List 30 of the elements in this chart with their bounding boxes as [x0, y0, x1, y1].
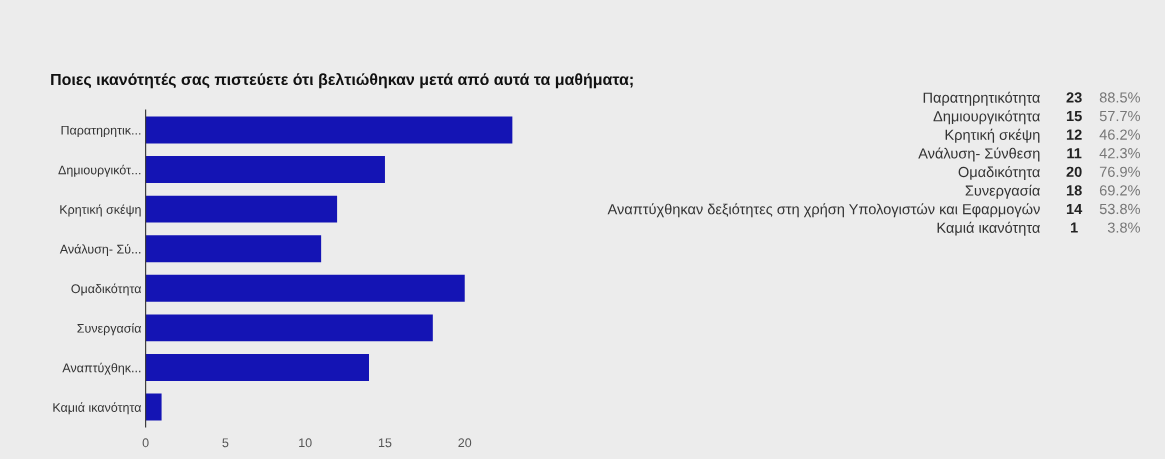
text: Καμιά ικανότητα 1 3.8%	[937, 221, 1141, 236]
x-tick-label: 5	[222, 438, 229, 448]
bar	[145, 116, 513, 144]
y-tick-label: Δημιουργικότ...	[58, 164, 141, 177]
bar	[145, 393, 162, 421]
y-tick-label: Ομαδικότητα	[71, 283, 142, 296]
x-tick-label: 20	[458, 438, 472, 448]
text: Αναπτύχθηκαν δεξιότητες στη χρήση Υπολογιστών και Εφαρμογών 14 53.8%	[607, 203, 1141, 218]
bar	[145, 195, 338, 223]
text: Ομαδικότητα 20 76.9%	[958, 166, 1141, 181]
text: Δημιουργικότητα 15 57.7%	[933, 110, 1141, 125]
y-tick-label: Συνεργασία	[77, 323, 142, 336]
bar	[145, 156, 385, 183]
y-tick-label: Αναπτύχθηκ...	[62, 362, 141, 375]
bar	[145, 274, 465, 302]
x-tick-label: 0	[142, 438, 149, 448]
y-tick-label: Καμιά ικανότητα	[53, 402, 142, 415]
bar	[145, 354, 369, 381]
text: Παρατηρητικότητα 23 88.5%	[923, 91, 1141, 106]
x-tick-label: 10	[299, 438, 312, 448]
y-tick-label: Ανάλυση- Σύ...	[59, 244, 141, 257]
x-tick-label: 15	[378, 438, 392, 448]
chart-title: Ποιες ικανότητές σας πιστεύετε ότι βελτιώθηκαν μετά από αυτά τα μαθήματα;	[51, 72, 633, 89]
text: Συνεργασία 18 69.2%	[965, 184, 1141, 199]
y-tick-label: Παρατηρητικ...	[61, 125, 141, 138]
bar	[145, 235, 322, 263]
text: Ανάλυση- Σύνθεση 11 42.3%	[918, 147, 1141, 162]
y-tick-label: Κρητική σκέψη	[60, 204, 141, 217]
bar	[145, 314, 433, 342]
text: Κρητική σκέψη 12 46.2%	[945, 128, 1141, 143]
